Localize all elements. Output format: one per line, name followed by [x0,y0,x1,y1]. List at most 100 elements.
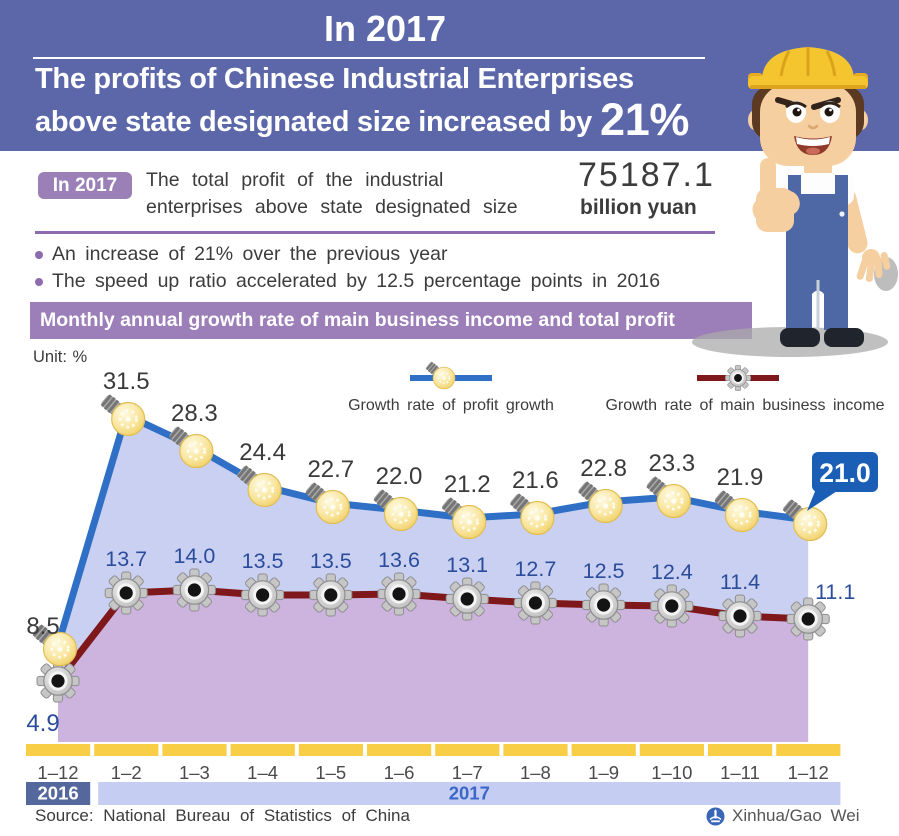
x-tick-label: 1–8 [520,762,551,783]
summary-text-line1: The total profit of the industrial [146,169,444,191]
x-tick-label: 1–11 [720,762,760,783]
x-tick-label: 1–5 [315,762,346,783]
tick-bar [230,744,295,756]
legend-bulb-icon [424,360,456,390]
growth-rate-chart: Unit: % 8.5 31.5 28.3 24.4 22.7 22.0 21.2 21.6 22… [26,348,885,805]
bullet-item: An increase of 21% over the previous yea… [35,241,660,268]
value-label: 31.5 [103,368,150,395]
unit-label: Unit: % [33,348,88,366]
gear-marker [786,597,830,641]
tick-bar [26,744,91,756]
value-label: 11.4 [720,570,760,594]
worker-illustration [692,47,898,357]
source-note: Source: National Bureau of Statistics of… [35,806,410,825]
worker-shoes [780,328,864,347]
x-tick-label: 1–7 [452,762,483,783]
legend-gear-icon [725,365,751,391]
value-label: 24.4 [239,439,286,466]
value-label: 13.7 [105,547,147,571]
value-label: 11.1 [815,580,855,604]
value-label: 13.5 [242,549,284,573]
value-label: 21.6 [512,467,559,494]
thumbs-up-hand [752,158,800,232]
bullet-dot [35,251,43,259]
header-divider [33,57,705,59]
header-subtitle-line2-text: above state designated size increased by [35,106,592,138]
summary-divider [35,231,715,234]
value-label: 12.5 [583,559,625,583]
x-tick-label: 1–4 [247,762,278,783]
tick-bar [708,744,773,756]
value-label: 23.3 [648,450,695,477]
page-title: In 2017 [323,8,447,49]
bullet-text: The speed up ratio accelerated by 12.5 p… [52,270,661,292]
tick-bar [776,744,841,756]
gear-marker [377,572,421,616]
value-label: 14.0 [173,544,215,568]
gear-marker [309,573,353,617]
callout-tail [807,489,837,511]
area-fill-below [58,590,809,742]
tick-bar [435,744,500,756]
right-arm [836,188,891,282]
value-label: 21.9 [717,464,764,491]
x-tick-label: 1–12 [37,762,78,783]
worker-face-features [775,97,841,155]
x-tick-label: 1–3 [179,762,210,783]
gear-marker [650,584,694,628]
total-profit-value: 75187.1 [578,156,715,194]
in-2017-badge: In 2017 [38,172,132,199]
gear-marker [36,659,80,703]
x-tick-label: 1–10 [651,762,692,783]
tick-bar [94,744,159,756]
gear-marker [104,571,148,615]
gear-marker [241,573,285,617]
value-label: 8.5 [26,613,59,640]
gear-marker [581,583,626,627]
x-tick-label: 1–9 [588,762,619,783]
value-label: 13.5 [310,549,352,573]
callout-value: 21.0 [819,458,871,488]
credit-text: Xinhua/Gao Wei [732,806,860,825]
hard-hat-icon [748,47,868,89]
value-label: 13.6 [378,548,420,572]
value-label: 13.1 [446,553,488,577]
value-label: 22.7 [307,456,354,483]
gear-marker [445,577,489,621]
value-label: 28.3 [171,400,218,427]
value-label: 22.8 [580,455,627,482]
tick-bar [162,744,227,756]
value-label: 21.2 [444,471,491,498]
bullet-text: An increase of 21% over the previous yea… [52,243,448,265]
gear-marker [513,581,558,625]
xinhua-logo [706,807,725,825]
year-band [98,782,841,805]
header-highlight-percent: 21% [599,94,690,145]
bulb-marker [98,392,146,437]
year-label: 2016 [38,783,79,804]
total-profit-unit: billion yuan [580,196,697,219]
credit-line: Xinhua/Gao Wei [706,806,859,826]
tick-bar [571,744,636,756]
summary-text: The total profit of the industrial enter… [146,167,578,221]
tick-bar [367,744,432,756]
gear-marker [718,594,762,638]
year-band [26,782,91,805]
tick-bar [298,744,363,756]
value-label: 12.4 [651,560,693,584]
x-tick-label: 1–6 [384,762,415,783]
header-subtitle-line2: above state designated size increased by… [35,94,689,146]
callout-bubble [812,452,878,492]
value-label: 12.7 [514,557,556,581]
header-subtitle-line1: The profits of Chinese Industrial Enterp… [35,63,634,95]
value-label: 22.0 [376,463,423,490]
x-tick-label: 1–2 [111,762,142,783]
bullet-dot [35,278,43,286]
highlights-list: An increase of 21% over the previous yea… [35,241,660,295]
worker-overalls [786,175,848,330]
gear-marker [172,568,216,612]
tick-bar [503,744,568,756]
bullet-item: The speed up ratio accelerated by 12.5 p… [35,268,660,295]
summary-text-line2: enterprises above state designated size [146,196,518,218]
